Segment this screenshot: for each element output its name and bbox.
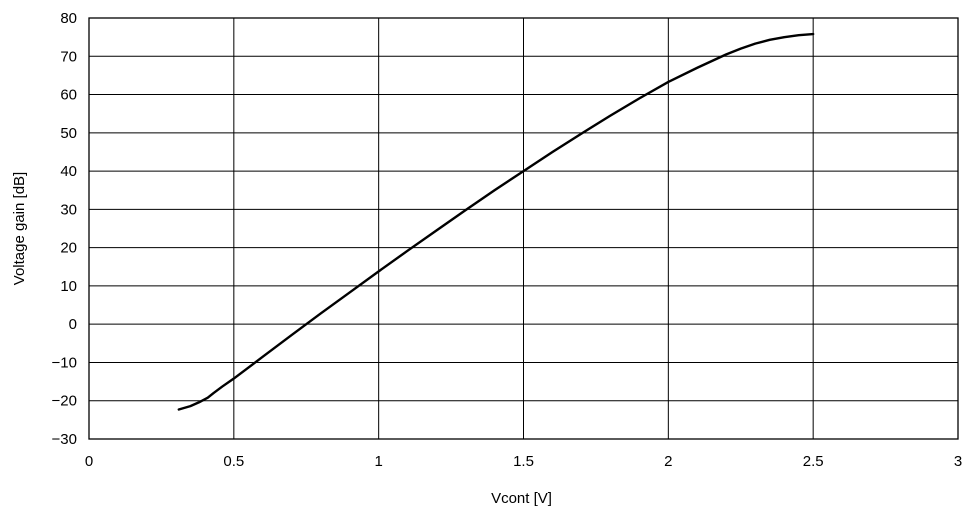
grid (89, 18, 958, 439)
y-tick-label: −10 (52, 354, 77, 371)
plot-frame (88, 17, 959, 440)
y-tick-label: −20 (52, 393, 77, 410)
x-tick-label: 2.5 (803, 453, 824, 470)
series-line (177, 32, 815, 411)
y-tick-label: 50 (60, 125, 77, 142)
x-tick-label: 2 (664, 453, 672, 470)
y-tick-label: 40 (60, 163, 77, 180)
y-tick-label: 10 (60, 278, 77, 295)
x-tick-label: 1 (374, 453, 382, 470)
y-tick-labels: −30 −20 −10 0 10 20 30 40 50 60 70 80 (52, 10, 77, 448)
x-tick-labels: 0 0.5 1 1.5 2 2.5 3 (85, 453, 962, 470)
y-tick-label: 20 (60, 240, 77, 257)
y-tick-label: 30 (60, 201, 77, 218)
x-tick-label: 1.5 (513, 453, 534, 470)
x-axis-label: Vcont [V] (491, 490, 552, 507)
plot-area (177, 32, 815, 411)
y-tick-label: 80 (60, 10, 77, 27)
y-tick-label: 0 (69, 316, 77, 333)
y-axis-label: Voltage gain [dB] (11, 172, 28, 285)
y-tick-label: 60 (60, 87, 77, 104)
y-tick-label: 70 (60, 48, 77, 65)
x-tick-label: 0 (85, 453, 93, 470)
x-tick-label: 0.5 (223, 453, 244, 470)
x-tick-label: 3 (954, 453, 962, 470)
y-tick-label: −30 (52, 431, 77, 448)
